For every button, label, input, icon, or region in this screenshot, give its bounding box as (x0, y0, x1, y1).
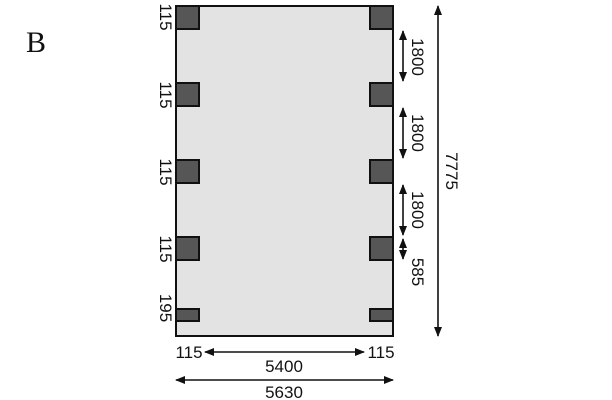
post-left-5 (175, 308, 200, 322)
bottom-right-post-label: 115 (367, 343, 394, 362)
inner-width-label: 5400 (265, 357, 303, 376)
post-left-1 (175, 5, 200, 30)
panel-label: B (26, 26, 46, 59)
post-left-3 (175, 159, 200, 184)
post-right-1 (369, 5, 394, 30)
post-right-4 (369, 236, 394, 261)
post-left-2 (175, 82, 200, 107)
post-size-label-5: 195 (156, 294, 175, 322)
post-size-label-3: 115 (156, 158, 175, 185)
post-size-label-2: 115 (156, 81, 175, 108)
post-left-4 (175, 236, 200, 261)
post-size-label-1: 115 (156, 3, 175, 30)
post-size-label-4: 115 (156, 235, 175, 262)
spacing-label-4: 585 (408, 258, 427, 286)
post-right-3 (369, 159, 394, 184)
post-right-5 (369, 308, 394, 322)
spacing-label-2: 1800 (408, 114, 427, 152)
spacing-label-1: 1800 (408, 38, 427, 76)
total-width-label: 5630 (265, 383, 303, 400)
spacing-label-3: 1800 (408, 191, 427, 229)
post-right-2 (369, 82, 394, 107)
bottom-left-post-label: 115 (175, 343, 202, 362)
total-length-label: 7775 (442, 152, 461, 190)
floor-plate (175, 5, 394, 337)
